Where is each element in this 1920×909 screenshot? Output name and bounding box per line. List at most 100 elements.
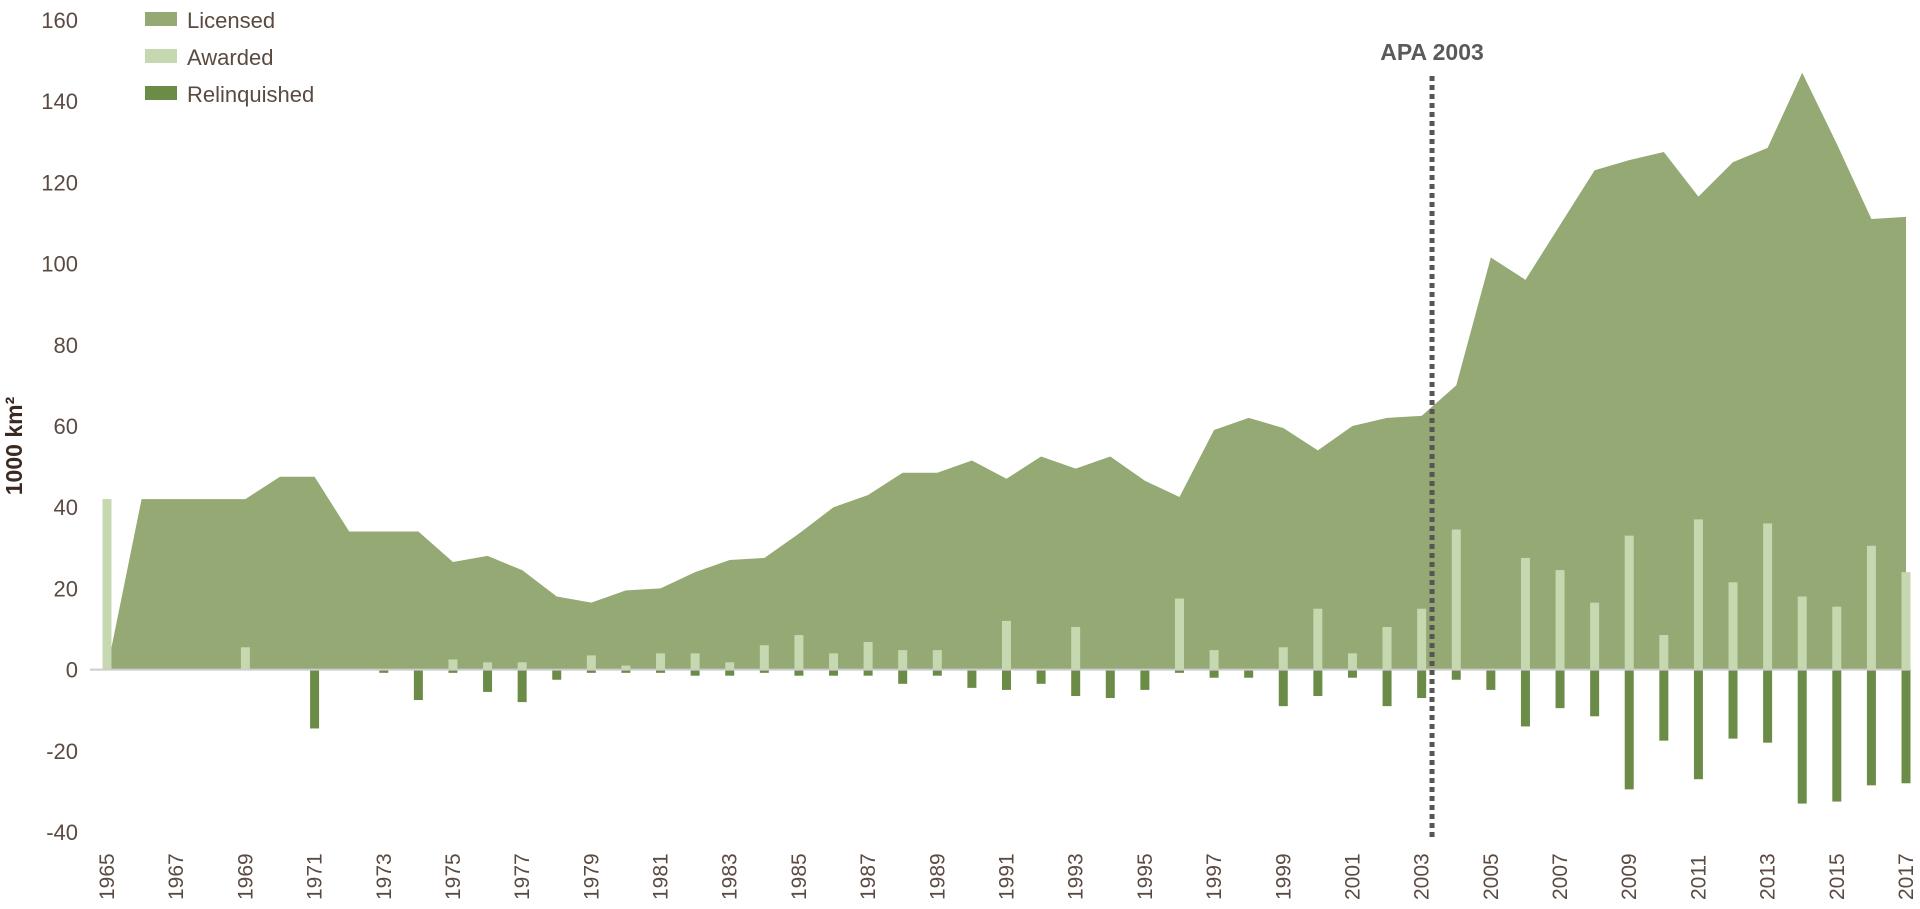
x-tick-label-2009: 2009	[1618, 853, 1641, 900]
x-tick-label-1981: 1981	[650, 853, 673, 900]
bar-awarded-1987	[863, 641, 873, 670]
y-tick-label--20: -20	[46, 739, 78, 764]
bar-relinquished-1973	[379, 669, 389, 673]
bar-relinquished-1988	[898, 669, 908, 684]
bar-awarded-2016	[1866, 545, 1876, 670]
x-axis-ticks: 1965 1967 1969 1971 1973 1975 1977 1979 1981 1983…	[96, 853, 1918, 900]
bar-relinquished-1997	[1209, 669, 1219, 678]
bar-relinquished-1987	[863, 669, 873, 676]
x-tick-label-1995: 1995	[1134, 853, 1157, 900]
bar-awarded-1979	[586, 655, 596, 670]
bar-awarded-1999	[1278, 647, 1288, 670]
bar-awarded-2014	[1797, 596, 1807, 670]
bar-relinquished-1974	[413, 669, 423, 701]
bar-relinquished-1971	[310, 669, 320, 729]
bar-relinquished-2016	[1866, 669, 1876, 786]
x-tick-label-1985: 1985	[788, 853, 811, 900]
x-tick-label-2013: 2013	[1757, 853, 1780, 900]
bar-awarded-1976	[483, 662, 493, 670]
legend-swatch-relinquished	[145, 86, 177, 100]
bar-awarded-1983	[725, 662, 735, 670]
bar-relinquished-1982	[690, 669, 700, 676]
bar-relinquished-2004	[1451, 669, 1461, 680]
x-tick-label-1967: 1967	[165, 853, 188, 900]
bar-awarded-2008	[1590, 602, 1600, 670]
bar-relinquished-1998	[1244, 669, 1254, 678]
bar-relinquished-2014	[1797, 669, 1807, 804]
y-tick-label-40: 40	[54, 495, 78, 520]
x-tick-label-2017: 2017	[1895, 853, 1918, 900]
legend: Licensed Awarded Relinquished	[145, 8, 314, 107]
bar-relinquished-2011	[1693, 669, 1703, 780]
bar-relinquished-2002	[1382, 669, 1392, 707]
bar-relinquished-1984	[759, 669, 769, 673]
bar-awarded-2012	[1728, 582, 1738, 670]
bar-relinquished-1993	[1071, 669, 1081, 696]
y-tick-label-60: 60	[54, 414, 78, 439]
x-tick-label-1993: 1993	[1065, 853, 1088, 900]
bar-layer	[102, 499, 1911, 804]
x-tick-label-2015: 2015	[1826, 853, 1849, 900]
annotation-layer: APA 2003	[1380, 39, 1484, 840]
licensed-area-layer	[107, 72, 1906, 670]
x-tick-label-1991: 1991	[996, 853, 1019, 900]
x-tick-label-1965: 1965	[96, 853, 119, 900]
bar-relinquished-1996	[1174, 669, 1184, 673]
bar-relinquished-2001	[1347, 669, 1357, 678]
x-tick-label-1969: 1969	[234, 853, 257, 900]
bar-awarded-1980	[621, 665, 631, 670]
bar-relinquished-1995	[1140, 669, 1150, 690]
bar-relinquished-1992	[1036, 669, 1046, 684]
bar-relinquished-1991	[1002, 669, 1011, 690]
y-tick-label-100: 100	[41, 252, 78, 277]
y-tick-label-0: 0	[66, 658, 78, 683]
bar-awarded-1988	[898, 650, 908, 670]
y-tick-label-20: 20	[54, 576, 78, 601]
y-axis-ticks: 160 140 120 100 80 60 40 20 0 -20 -40	[41, 8, 78, 845]
bar-relinquished-1983	[725, 669, 735, 676]
bar-relinquished-2015	[1832, 669, 1842, 802]
series-licensed-area	[107, 72, 1906, 670]
x-tick-label-1971: 1971	[304, 853, 327, 900]
x-tick-label-2005: 2005	[1480, 853, 1503, 900]
bar-relinquished-2006	[1520, 669, 1530, 727]
bar-relinquished-1977	[517, 669, 527, 703]
bar-relinquished-2007	[1555, 669, 1565, 709]
bar-relinquished-1979	[586, 669, 596, 673]
x-tick-label-2007: 2007	[1549, 853, 1572, 900]
x-tick-label-1989: 1989	[926, 853, 949, 900]
bar-relinquished-1978	[552, 669, 562, 680]
bar-awarded-2001	[1347, 653, 1357, 670]
x-tick-label-1987: 1987	[857, 853, 880, 900]
bar-awarded-1969	[240, 647, 250, 670]
bar-awarded-2006	[1520, 557, 1530, 670]
legend-label-relinquished: Relinquished	[187, 82, 314, 107]
bar-awarded-2002	[1382, 626, 1392, 670]
x-tick-label-1973: 1973	[373, 853, 396, 900]
bar-awarded-1975	[448, 659, 458, 670]
y-tick-label-160: 160	[41, 8, 78, 33]
bar-awarded-1981	[656, 653, 666, 670]
bar-awarded-2003	[1417, 608, 1427, 670]
bar-awarded-1965	[102, 499, 112, 670]
bar-awarded-1977	[517, 662, 527, 670]
bar-relinquished-2008	[1590, 669, 1600, 717]
annotation-label-apa-2003: APA 2003	[1380, 39, 1484, 65]
bar-relinquished-1990	[967, 669, 977, 688]
bar-relinquished-2017	[1901, 669, 1911, 784]
x-tick-label-1977: 1977	[511, 853, 534, 900]
bar-awarded-1985	[794, 635, 804, 670]
bar-relinquished-1986	[829, 669, 839, 676]
bar-relinquished-2009	[1624, 669, 1634, 790]
bar-awarded-1984	[759, 645, 769, 670]
y-tick-label-80: 80	[54, 333, 78, 358]
x-tick-label-1979: 1979	[580, 853, 603, 900]
legend-swatch-awarded	[145, 49, 177, 63]
bar-relinquished-2013	[1763, 669, 1773, 743]
legend-swatch-licensed	[145, 12, 177, 26]
bar-relinquished-2010	[1659, 669, 1669, 741]
x-tick-label-2003: 2003	[1411, 853, 1434, 900]
bar-awarded-2010	[1659, 635, 1669, 670]
bar-relinquished-2003	[1417, 669, 1427, 699]
